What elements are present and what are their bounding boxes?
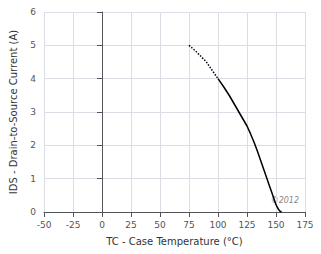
svg-text:TC - Case Temperature (°C): TC - Case Temperature (°C) — [105, 236, 243, 247]
svg-text:4: 4 — [30, 74, 36, 84]
svg-text:100: 100 — [209, 220, 226, 230]
svg-text:125: 125 — [238, 220, 255, 230]
svg-text:©2012: ©2012 — [270, 195, 299, 205]
svg-text:1: 1 — [30, 174, 36, 184]
svg-text:-25: -25 — [66, 220, 81, 230]
svg-text:25: 25 — [125, 220, 136, 230]
svg-text:75: 75 — [183, 220, 194, 230]
svg-text:50: 50 — [154, 220, 166, 230]
svg-text:-50: -50 — [37, 220, 52, 230]
svg-text:0: 0 — [30, 207, 36, 217]
svg-text:150: 150 — [267, 220, 284, 230]
svg-text:5: 5 — [30, 40, 36, 50]
svg-text:175: 175 — [296, 220, 313, 230]
svg-text:2: 2 — [30, 140, 36, 150]
svg-text:6: 6 — [30, 7, 36, 17]
svg-text:IDS - Drain-to-Source Current: IDS - Drain-to-Source Current (A) — [8, 30, 19, 194]
svg-text:3: 3 — [30, 107, 36, 117]
svg-text:0: 0 — [99, 220, 105, 230]
